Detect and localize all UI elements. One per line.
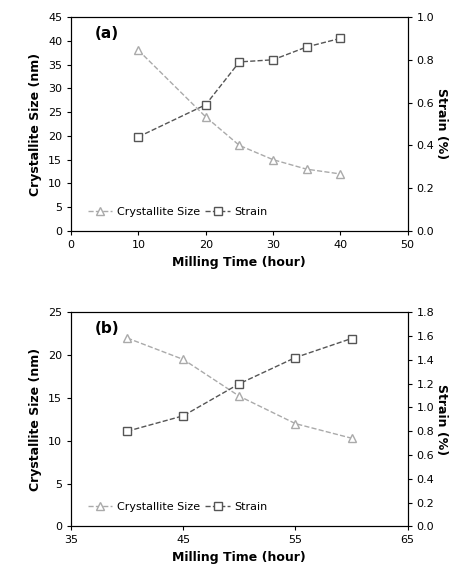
Crystallite Size [337,170,343,177]
Y-axis label: Crystallite Size (nm): Crystallite Size (nm) [29,348,42,491]
Line: Strain: Strain [123,335,356,435]
Strain [136,134,141,140]
Y-axis label: Crystallite Size (nm): Crystallite Size (nm) [29,53,42,196]
Y-axis label: Strain (%): Strain (%) [435,88,448,160]
Y-axis label: Strain (%): Strain (%) [435,384,448,455]
Strain [181,413,186,419]
Crystallite Size [136,47,141,54]
Strain [237,58,242,65]
Legend: Crystallite Size, Strain: Crystallite Size, Strain [83,202,272,221]
Strain [203,101,209,108]
Line: Crystallite Size: Crystallite Size [134,46,345,178]
Strain [292,354,298,361]
Crystallite Size [124,335,130,341]
X-axis label: Milling Time (hour): Milling Time (hour) [173,551,306,564]
Line: Crystallite Size: Crystallite Size [123,334,356,443]
Crystallite Size [203,113,209,120]
Strain [124,428,130,435]
Legend: Crystallite Size, Strain: Crystallite Size, Strain [83,498,272,517]
X-axis label: Milling Time (hour): Milling Time (hour) [173,256,306,269]
Crystallite Size [237,393,242,400]
Strain [270,57,276,63]
Crystallite Size [349,435,355,441]
Strain [337,35,343,42]
Strain [304,44,310,50]
Text: (b): (b) [95,321,119,336]
Line: Strain: Strain [134,34,345,141]
Strain [237,380,242,387]
Crystallite Size [304,166,310,173]
Strain [349,335,355,342]
Crystallite Size [237,142,242,149]
Text: (a): (a) [95,25,119,41]
Crystallite Size [270,156,276,163]
Crystallite Size [181,356,186,363]
Crystallite Size [292,420,298,427]
